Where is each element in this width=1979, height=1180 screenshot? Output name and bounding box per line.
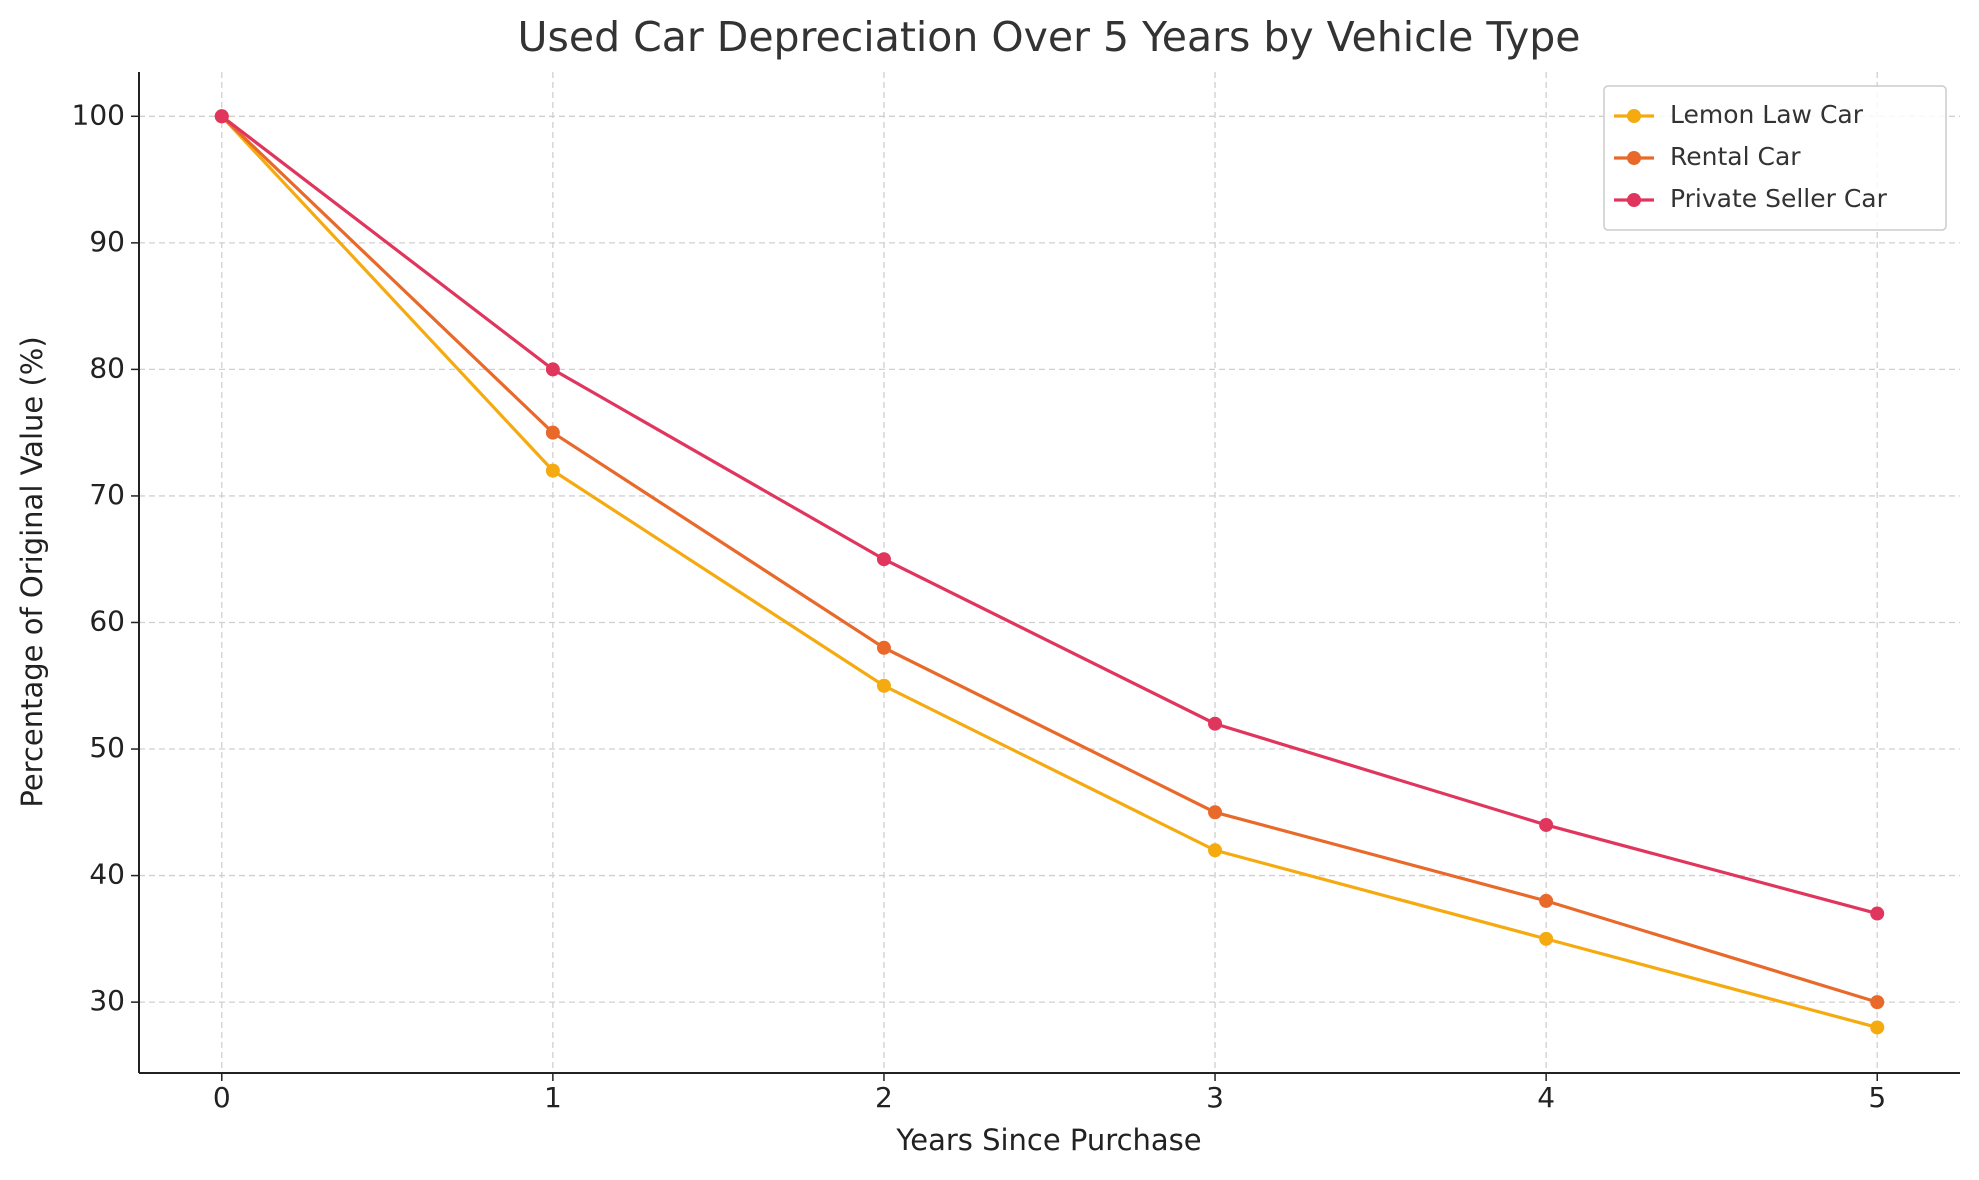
point bbox=[1870, 995, 1885, 1010]
point bbox=[545, 362, 560, 377]
point bbox=[214, 109, 229, 124]
point bbox=[876, 552, 891, 567]
chart-title: Used Car Depreciation Over 5 Years by Ve… bbox=[517, 13, 1580, 61]
y-tick-label: 100 bbox=[72, 98, 125, 131]
legend-marker bbox=[1627, 151, 1641, 165]
point bbox=[1539, 817, 1554, 832]
x-tick-label: 1 bbox=[544, 1081, 562, 1114]
series-line bbox=[220, 115, 1878, 916]
point bbox=[545, 425, 560, 440]
series-line bbox=[220, 115, 1878, 1004]
series-line bbox=[220, 115, 1878, 1029]
y-tick-label: 70 bbox=[89, 478, 125, 511]
point bbox=[1208, 805, 1223, 820]
y-tick-label: 60 bbox=[89, 604, 125, 637]
y-axis-label: Percentage of Original Value (%) bbox=[15, 336, 49, 807]
legend-box bbox=[1603, 85, 1947, 231]
legend-marker bbox=[1627, 109, 1641, 123]
y-tick-label: 50 bbox=[89, 731, 125, 764]
y-tick-label: 90 bbox=[89, 225, 125, 258]
point bbox=[1870, 906, 1885, 921]
y-tick-label: 80 bbox=[89, 351, 125, 384]
legend-label: Private Seller Car bbox=[1670, 184, 1888, 213]
legend: Lemon Law Car Rental Car Private Seller Ca… bbox=[1603, 85, 1947, 231]
legend-label: Rental Car bbox=[1670, 142, 1801, 171]
x-tick-label: 4 bbox=[1537, 1081, 1555, 1114]
point bbox=[1539, 931, 1554, 946]
point bbox=[545, 463, 560, 478]
legend-label: Lemon Law Car bbox=[1670, 100, 1864, 129]
legend-marker bbox=[1627, 193, 1641, 207]
x-tick-label: 3 bbox=[1206, 1081, 1224, 1114]
y-tick-label: 40 bbox=[89, 858, 125, 891]
x-axis-label: Years Since Purchase bbox=[895, 1123, 1201, 1157]
point bbox=[876, 678, 891, 693]
x-tick-label: 0 bbox=[213, 1081, 231, 1114]
point bbox=[876, 640, 891, 655]
point bbox=[1208, 843, 1223, 858]
x-tick-label: 2 bbox=[875, 1081, 893, 1114]
point bbox=[1208, 716, 1223, 731]
y-tick-label: 30 bbox=[89, 984, 125, 1017]
point bbox=[1539, 893, 1554, 908]
point bbox=[1870, 1020, 1885, 1035]
x-tick-label: 5 bbox=[1868, 1081, 1886, 1114]
